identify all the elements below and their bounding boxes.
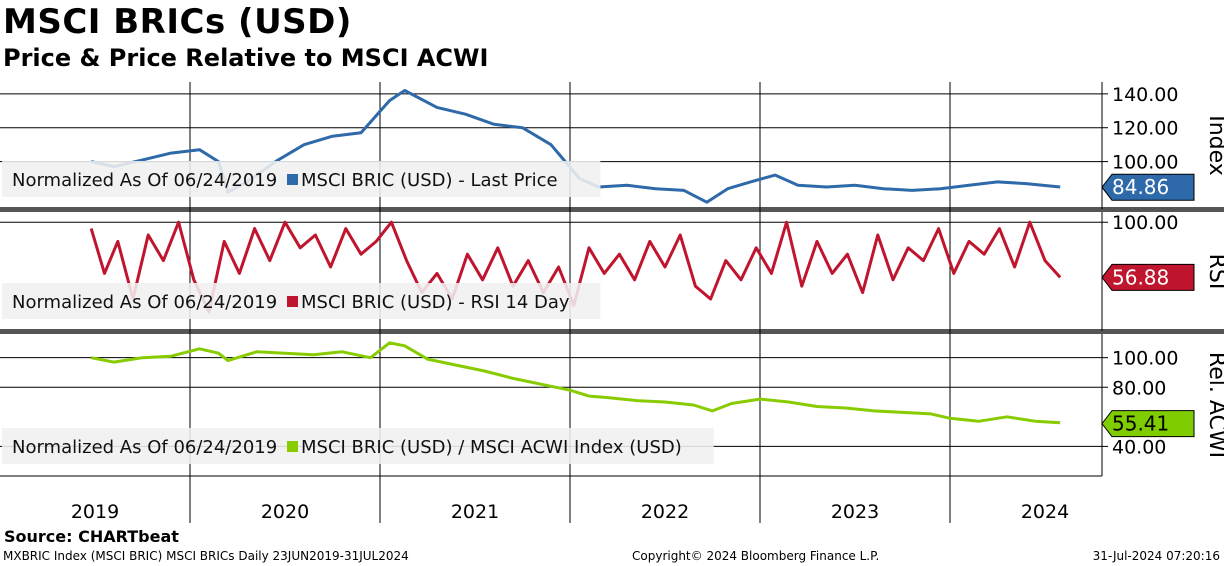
axis-title: RSI: [1204, 254, 1224, 290]
axis-title: Rel. ACWI: [1204, 352, 1224, 458]
footer-timestamp: 31-Jul-2024 07:20:16: [1092, 549, 1220, 563]
legend-swatch: [287, 174, 298, 185]
x-tick-label: 2019: [71, 501, 119, 523]
y-tick-label: 100.00: [1112, 348, 1178, 370]
y-tick-label: 100.00: [1112, 152, 1178, 174]
last-value-label: 56.88: [1112, 265, 1169, 289]
last-value-badge: [1101, 173, 1195, 201]
chart-title: MSCI BRICs (USD): [3, 2, 352, 42]
legend-series-label: MSCI BRIC (USD) / MSCI ACWI Index (USD): [301, 437, 682, 458]
footer-copyright: Copyright© 2024 Bloomberg Finance L.P.: [632, 549, 880, 563]
legend-swatch: [287, 441, 298, 452]
last-value-badge: [1101, 410, 1195, 438]
y-tick-label: 140.00: [1112, 84, 1178, 106]
legend-box: [2, 283, 601, 319]
source-note: Source: CHARTbeat: [4, 527, 179, 546]
axis-title: Index: [1204, 115, 1224, 176]
x-tick-label: 2020: [261, 501, 309, 523]
x-tick-label: 2021: [451, 501, 499, 523]
y-tick-label: 100.00: [1112, 212, 1178, 234]
y-tick-label: 40.00: [1112, 436, 1166, 458]
y-tick-label: 80.00: [1112, 377, 1166, 399]
legend-swatch: [287, 296, 298, 307]
legend-prefix: Normalized As Of 06/24/2019: [12, 170, 277, 191]
panel-divider: [0, 329, 1224, 334]
legend-series-label: MSCI BRIC (USD) - RSI 14 Day: [301, 292, 570, 313]
x-tick-label: 2022: [641, 501, 689, 523]
panel-divider: [0, 207, 1224, 212]
y-tick-label: 120.00: [1112, 118, 1178, 140]
x-tick-label: 2023: [831, 501, 879, 523]
legend-box: [2, 428, 714, 464]
last-value-badge: [1101, 263, 1195, 291]
last-value-label: 84.86: [1112, 175, 1169, 199]
last-value-label: 55.41: [1112, 412, 1169, 436]
legend-box: [2, 161, 601, 197]
chart-subtitle: Price & Price Relative to MSCI ACWI: [3, 44, 489, 72]
series-line-relative: [90, 341, 1061, 425]
legend-prefix: Normalized As Of 06/24/2019: [12, 292, 277, 313]
legend-prefix: Normalized As Of 06/24/2019: [12, 437, 277, 458]
x-tick-label: 2024: [1021, 501, 1069, 523]
footer-security-info: MXBRIC Index (MSCI BRIC) MSCI BRICs Dail…: [3, 549, 409, 563]
legend-series-label: MSCI BRIC (USD) - Last Price: [301, 170, 558, 191]
